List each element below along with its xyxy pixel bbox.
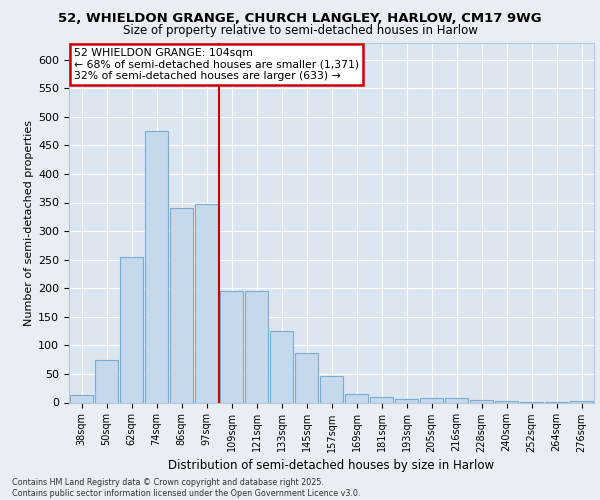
Bar xyxy=(295,353,318,403)
Text: 52, WHIELDON GRANGE, CHURCH LANGLEY, HARLOW, CM17 9WG: 52, WHIELDON GRANGE, CHURCH LANGLEY, HAR… xyxy=(58,12,542,26)
Bar xyxy=(245,290,268,403)
X-axis label: Distribution of semi-detached houses by size in Harlow: Distribution of semi-detached houses by … xyxy=(169,458,494,471)
Bar xyxy=(345,394,368,402)
Bar xyxy=(195,204,218,402)
Bar xyxy=(445,398,468,402)
Bar xyxy=(395,399,418,402)
Y-axis label: Number of semi-detached properties: Number of semi-detached properties xyxy=(24,120,34,326)
Bar xyxy=(320,376,343,402)
Bar xyxy=(420,398,443,402)
Bar xyxy=(270,331,293,402)
Bar xyxy=(120,258,143,402)
Text: Contains HM Land Registry data © Crown copyright and database right 2025.
Contai: Contains HM Land Registry data © Crown c… xyxy=(12,478,361,498)
Text: Size of property relative to semi-detached houses in Harlow: Size of property relative to semi-detach… xyxy=(122,24,478,37)
Bar xyxy=(170,208,193,402)
Text: 52 WHIELDON GRANGE: 104sqm
← 68% of semi-detached houses are smaller (1,371)
32%: 52 WHIELDON GRANGE: 104sqm ← 68% of semi… xyxy=(74,48,359,81)
Bar xyxy=(220,290,243,403)
Bar xyxy=(370,398,393,402)
Bar xyxy=(145,130,168,402)
Bar xyxy=(70,395,93,402)
Bar xyxy=(570,401,593,402)
Bar xyxy=(470,400,493,402)
Bar xyxy=(95,360,118,403)
